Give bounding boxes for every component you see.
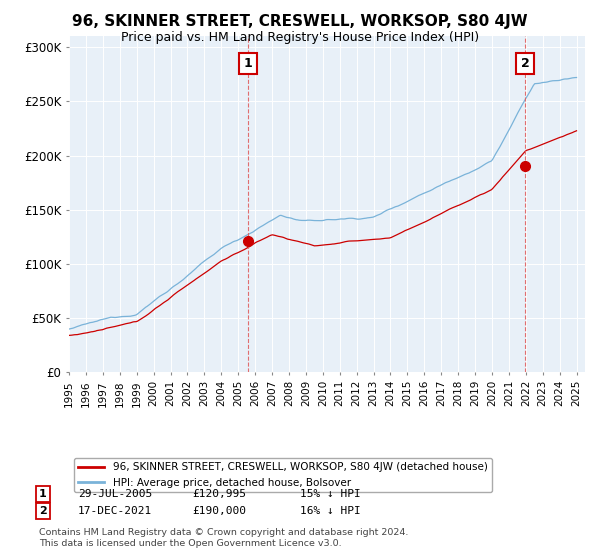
- Text: 1: 1: [39, 489, 47, 499]
- Text: 96, SKINNER STREET, CRESWELL, WORKSOP, S80 4JW: 96, SKINNER STREET, CRESWELL, WORKSOP, S…: [72, 14, 528, 29]
- Text: 17-DEC-2021: 17-DEC-2021: [78, 506, 152, 516]
- Text: Price paid vs. HM Land Registry's House Price Index (HPI): Price paid vs. HM Land Registry's House …: [121, 31, 479, 44]
- Text: £120,995: £120,995: [192, 489, 246, 499]
- Text: 1: 1: [244, 57, 253, 70]
- Text: £190,000: £190,000: [192, 506, 246, 516]
- Text: Contains HM Land Registry data © Crown copyright and database right 2024.
This d: Contains HM Land Registry data © Crown c…: [39, 528, 409, 548]
- Legend: 96, SKINNER STREET, CRESWELL, WORKSOP, S80 4JW (detached house), HPI: Average pr: 96, SKINNER STREET, CRESWELL, WORKSOP, S…: [74, 458, 492, 492]
- Text: 16% ↓ HPI: 16% ↓ HPI: [300, 506, 361, 516]
- Text: 2: 2: [39, 506, 47, 516]
- Text: 2: 2: [521, 57, 529, 70]
- Text: 15% ↓ HPI: 15% ↓ HPI: [300, 489, 361, 499]
- Text: 29-JUL-2005: 29-JUL-2005: [78, 489, 152, 499]
